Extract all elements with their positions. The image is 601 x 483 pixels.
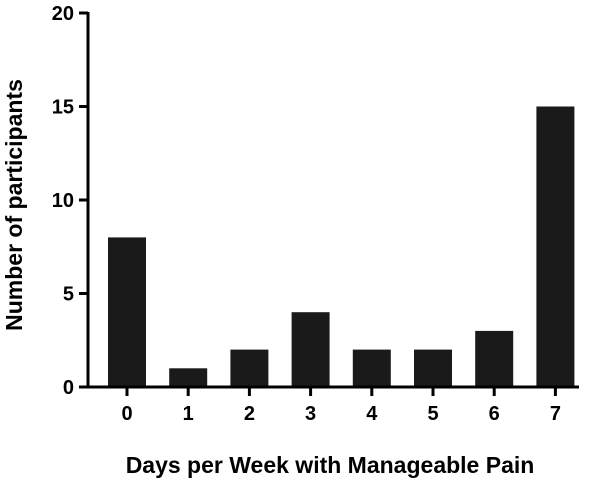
x-tick-label-1: 1 [183, 403, 194, 425]
y-tick-label-0: 0 [63, 377, 74, 399]
y-tick-label-15: 15 [52, 97, 74, 119]
x-tick-label-5: 5 [427, 403, 438, 425]
bar-1 [169, 368, 208, 387]
bars-layer [108, 106, 575, 387]
bar-0 [108, 237, 146, 387]
x-tick-label-0: 0 [121, 403, 132, 425]
x-tick-label-7: 7 [550, 403, 561, 425]
bar-6 [475, 330, 514, 387]
bar-3 [291, 312, 330, 387]
bar-4 [352, 349, 391, 387]
y-tick-label-20: 20 [52, 3, 74, 25]
axes-layer [79, 11, 579, 396]
y-tick-label-10: 10 [52, 190, 74, 212]
x-tick-label-2: 2 [244, 403, 255, 425]
y-tick-label-5: 5 [63, 284, 74, 306]
y-axis-title: Number of participants [1, 79, 27, 331]
bar-7 [536, 106, 575, 387]
bar-5 [414, 349, 452, 387]
bar-2 [230, 349, 269, 387]
labels-layer: 0 5 10 15 20 0 1 2 3 4 5 6 7 [52, 3, 561, 425]
x-tick-label-4: 4 [366, 403, 378, 425]
x-tick-label-6: 6 [489, 403, 500, 425]
x-axis-title: Days per Week with Manageable Pain [126, 452, 535, 478]
x-tick-label-3: 3 [305, 403, 316, 425]
